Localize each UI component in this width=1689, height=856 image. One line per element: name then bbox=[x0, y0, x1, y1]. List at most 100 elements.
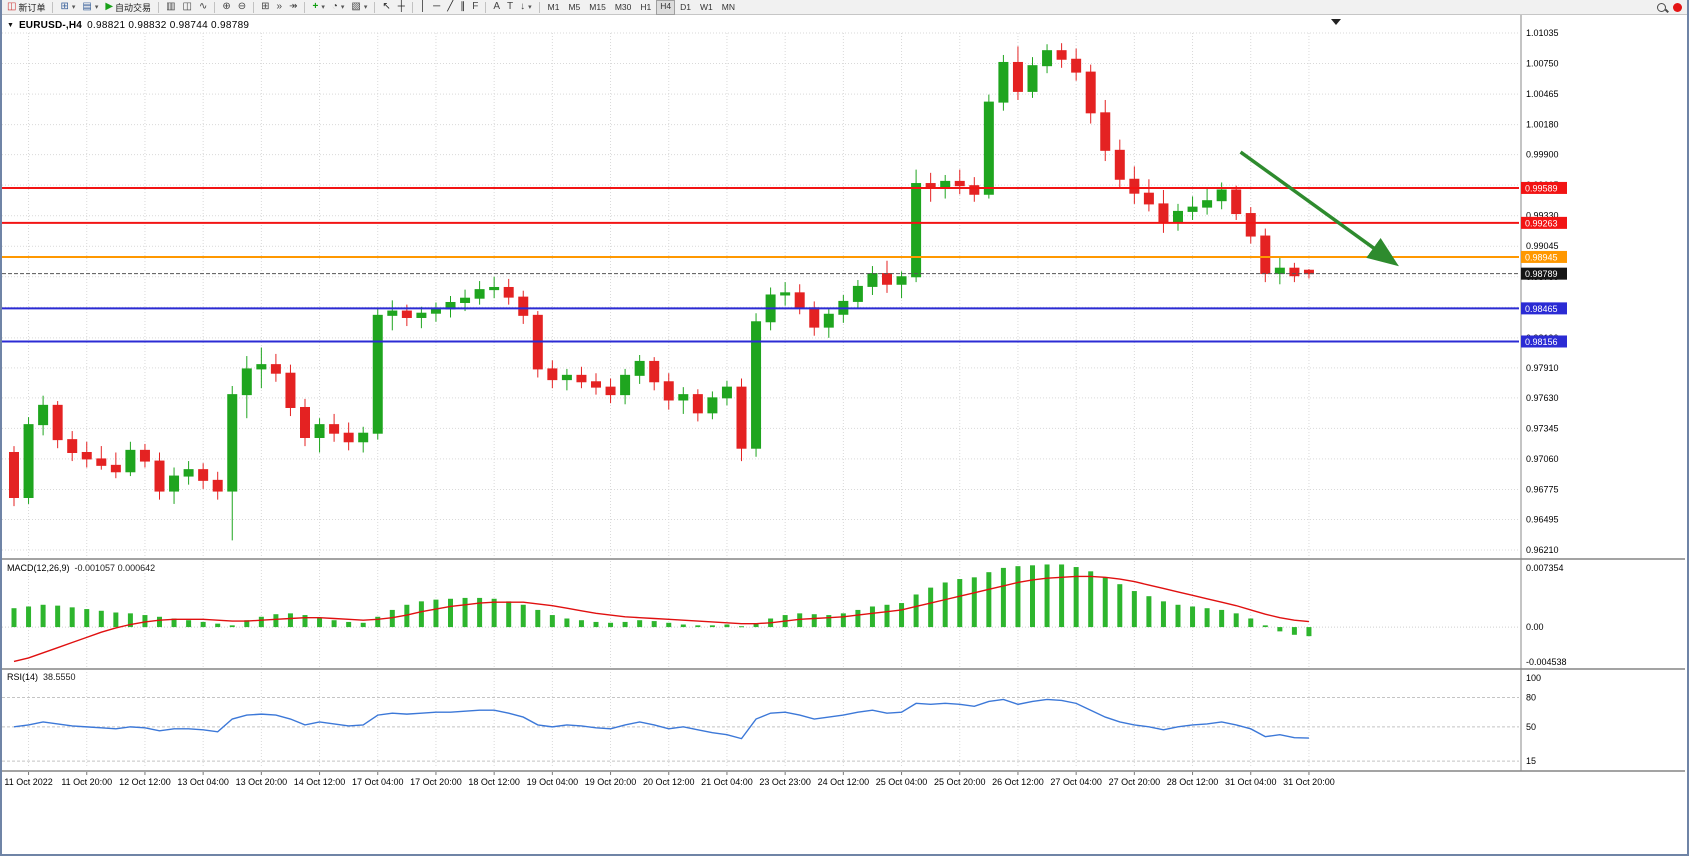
time-axis-label: 14 Oct 12:00 bbox=[294, 777, 346, 787]
zoom-out-icon: ⊖ bbox=[237, 1, 247, 12]
autotrade-button[interactable]: ▶ 自动交易 bbox=[102, 1, 154, 14]
fibonacci-icon: F bbox=[472, 1, 479, 12]
indicators-button[interactable]: + ▾ bbox=[309, 1, 327, 14]
zoom-in-icon: ⊕ bbox=[222, 1, 231, 12]
text-button[interactable]: A bbox=[490, 1, 503, 14]
dropdown-caret-icon: ▾ bbox=[340, 4, 345, 11]
macd-axis-label: 0.00 bbox=[1526, 622, 1544, 632]
toolbar-separator bbox=[52, 1, 54, 13]
profiles-button[interactable]: ▤ ▾ bbox=[79, 1, 101, 14]
bar-chart-button[interactable]: ▥ bbox=[163, 1, 178, 14]
price-axis-label: 0.99045 bbox=[1526, 241, 1559, 251]
rsi-axis-label: 50 bbox=[1526, 722, 1536, 732]
horizontal-line-button[interactable]: ─ bbox=[430, 1, 443, 14]
rsi-line bbox=[13, 698, 1309, 740]
dropdown-caret-icon: ▾ bbox=[71, 4, 76, 11]
chart-symbol-title: EURUSD-,H4 bbox=[18, 20, 83, 31]
rsi-axis-label: 100 bbox=[1526, 673, 1541, 683]
time-axis-label: 11 Oct 20:00 bbox=[61, 777, 112, 787]
time-axis-label: 17 Oct 04:00 bbox=[352, 777, 404, 787]
price-axis-label: 1.00465 bbox=[1526, 89, 1559, 99]
time-axis-label: 19 Oct 04:00 bbox=[527, 777, 579, 787]
time-axis[interactable]: 11 Oct 2022 11 Oct 20:00 12 Oct 12:00 13 Oc… bbox=[4, 771, 1335, 787]
time-axis-label: 25 Oct 04:00 bbox=[876, 777, 928, 787]
tile-windows-button[interactable]: ⊞ bbox=[258, 1, 272, 14]
time-axis-label: 31 Oct 20:00 bbox=[1283, 777, 1335, 787]
timeframe-m30-button[interactable]: M30 bbox=[614, 1, 632, 12]
horizontal-level-lines[interactable]: 0.99589 0.99263 0.98945 0.98465 0.98156 bbox=[2, 181, 1567, 348]
timeframe-w1-button[interactable]: W1 bbox=[699, 1, 713, 12]
price-axis-label: 0.97910 bbox=[1526, 363, 1559, 373]
arrows-button[interactable]: ↓ ▾ bbox=[517, 1, 535, 14]
zoom-out-button[interactable]: ⊖ bbox=[235, 1, 249, 14]
price-axis-label: 0.97345 bbox=[1526, 423, 1559, 433]
search-button[interactable] bbox=[1654, 1, 1669, 14]
timeframe-d1-button[interactable]: D1 bbox=[680, 1, 691, 12]
price-level-tag-label: 0.98156 bbox=[1525, 337, 1558, 347]
chart-shift-marker-icon[interactable] bbox=[1331, 19, 1341, 25]
time-axis-label: 20 Oct 12:00 bbox=[643, 777, 695, 787]
panel-splitter[interactable] bbox=[0, 558, 1685, 560]
price-axis-label: 1.01035 bbox=[1526, 28, 1559, 38]
price-axis[interactable]: 1.010351.007501.004651.001800.999000.996… bbox=[1526, 28, 1559, 555]
timeframe-h4-button[interactable]: H4 bbox=[656, 0, 676, 15]
channel-button[interactable]: ∥ bbox=[457, 1, 468, 14]
macd-name: MACD(12,26,9) bbox=[7, 563, 70, 573]
macd-values: -0.001057 0.000642 bbox=[74, 563, 156, 573]
toolbar-separator bbox=[304, 1, 306, 13]
new-order-button[interactable]: ◫ 新订单 bbox=[4, 1, 48, 14]
text-label-icon: T bbox=[507, 1, 514, 12]
timeframe-m15-button[interactable]: M15 bbox=[589, 1, 606, 12]
price-axis-label: 0.97060 bbox=[1526, 454, 1559, 464]
price-level-tag-label: 0.98945 bbox=[1525, 252, 1558, 262]
chart-canvas[interactable]: 11 Oct 2022 11 Oct 20:00 12 Oct 12:00 13 Oc… bbox=[0, 15, 1689, 796]
horizontal-line-icon: ─ bbox=[433, 1, 441, 12]
dropdown-caret-icon: ▾ bbox=[363, 4, 368, 11]
autotrade-button-label: 自动交易 bbox=[115, 2, 152, 13]
panel-splitter[interactable] bbox=[0, 770, 1685, 772]
zoom-in-button[interactable]: ⊕ bbox=[219, 1, 233, 14]
line-chart-button[interactable]: ∿ bbox=[196, 1, 210, 14]
fibonacci-button[interactable]: F bbox=[469, 1, 481, 14]
notification-button[interactable] bbox=[1670, 1, 1685, 14]
chart-shift-button[interactable]: ↠ bbox=[286, 1, 300, 14]
toolbar-separator bbox=[411, 1, 413, 13]
toolbar-separator bbox=[214, 1, 216, 13]
timeframe-h1-button[interactable]: H1 bbox=[640, 1, 652, 12]
templates-button[interactable]: ▧ ▾ bbox=[348, 1, 370, 14]
timeframe-m5-button[interactable]: M5 bbox=[568, 1, 581, 12]
candlestick-chart-button[interactable]: ◫ bbox=[180, 1, 195, 14]
trend-arrow-annotation[interactable] bbox=[1239, 150, 1399, 267]
price-level-tag-label: 0.99589 bbox=[1525, 183, 1558, 193]
vertical-line-button[interactable]: │ bbox=[417, 1, 429, 14]
periods-icon: ◔ bbox=[331, 1, 338, 12]
chart-header: ▼ EURUSD-,H4 0.98821 0.98832 0.98744 0.9… bbox=[7, 20, 249, 31]
auto-scroll-button[interactable]: » bbox=[274, 1, 286, 14]
chart-collapse-icon[interactable]: ▼ bbox=[7, 22, 14, 29]
crosshair-button[interactable]: ┼ bbox=[395, 1, 408, 14]
new-order-button-label: 新订单 bbox=[18, 2, 46, 13]
toolbar-separator bbox=[485, 1, 487, 13]
timeframe-mn-button[interactable]: MN bbox=[721, 1, 735, 12]
toolbar-separator bbox=[538, 1, 540, 13]
price-level-tag-label: 0.99263 bbox=[1525, 218, 1558, 228]
candlestick-icon: ◫ bbox=[182, 1, 192, 12]
toolbar-separator bbox=[253, 1, 255, 13]
time-axis-label: 31 Oct 04:00 bbox=[1225, 777, 1277, 787]
chart-shift-icon: ↠ bbox=[289, 1, 298, 12]
periods-button[interactable]: ◔ ▾ bbox=[329, 1, 348, 14]
new-chart-button[interactable]: ⊞ ▾ bbox=[57, 1, 78, 14]
cursor-button[interactable]: ↖ bbox=[379, 1, 393, 14]
macd-indicator-label: MACD(12,26,9) -0.001057 0.000642 bbox=[7, 563, 155, 573]
panel-splitter[interactable] bbox=[0, 668, 1685, 670]
trendline-button[interactable]: ╱ bbox=[444, 1, 456, 14]
toolbar-separator bbox=[374, 1, 376, 13]
price-axis-label: 1.00180 bbox=[1526, 120, 1559, 130]
timeframe-m1-button[interactable]: M1 bbox=[547, 1, 560, 12]
profiles-icon: ▤ bbox=[82, 1, 92, 12]
text-label-button[interactable]: T bbox=[504, 1, 516, 14]
main-toolbar: ◫ 新订单 ⊞ ▾ ▤ ▾ ▶ 自动交易 ▥ ◫ ∿ ⊕ ⊖ ⊞» ↠ + ▾ ◔ ▾ ▧ ▾ ↖ ┼ │ ─ ╱ ∥ F A T ↓ ▾ M1… bbox=[0, 0, 1689, 15]
time-axis-label: 24 Oct 12:00 bbox=[818, 777, 870, 787]
price-axis-label: 0.96210 bbox=[1526, 545, 1559, 555]
autotrade-icon: ▶ bbox=[105, 1, 114, 12]
